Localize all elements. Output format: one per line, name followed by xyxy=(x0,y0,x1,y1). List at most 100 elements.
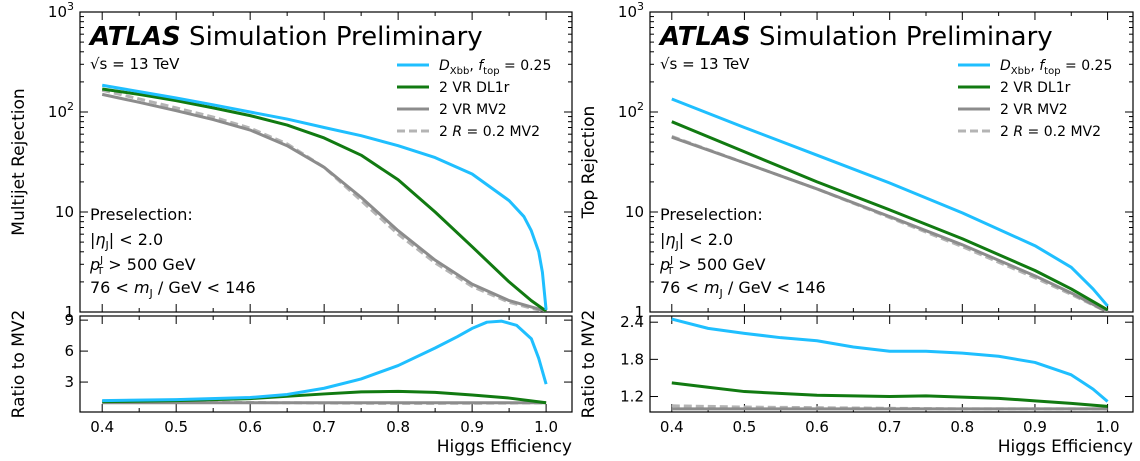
legend-entry: 2 R = 0.2 MV2 xyxy=(439,124,540,140)
eta-cut: | < 2.0 xyxy=(109,230,163,249)
mass-low: 76 < xyxy=(90,278,134,297)
legend-count: 2 xyxy=(1000,124,1013,140)
ratio-series-line xyxy=(672,383,1108,407)
comma: , xyxy=(469,58,478,74)
atlas-title: ATLAS Simulation Preliminary xyxy=(88,22,483,52)
ratio-series-group xyxy=(102,321,546,403)
annotation-mass: 76 < mJ / GeV < 146 xyxy=(90,278,256,300)
energy-label: √s = 13 TeV xyxy=(660,55,750,73)
legend-entry: 2 VR MV2 xyxy=(1000,102,1068,118)
ratio-tick-label: 1.8 xyxy=(620,350,644,368)
y-tick-label: 10 xyxy=(55,203,74,221)
status-label: Simulation Preliminary xyxy=(751,22,1053,52)
dxbb-symbol: D xyxy=(1000,58,1011,74)
y-tick-base: 10 xyxy=(618,103,637,121)
dxbb-subscript: Xbb xyxy=(1011,66,1031,77)
x-tick-label: 0.4 xyxy=(660,418,684,436)
energy-label: √s = 13 TeV xyxy=(90,55,180,73)
x-tick-label: 0.5 xyxy=(732,418,756,436)
y-tick-exponent: 2 xyxy=(67,100,74,113)
x-axis-label: Higgs Efficiency xyxy=(998,437,1133,457)
x-tick-label: 0.6 xyxy=(238,418,262,436)
x-tick-label: 0.9 xyxy=(460,418,484,436)
comma: , xyxy=(1030,58,1039,74)
ratio-series-line xyxy=(102,321,546,400)
legend-rest: = 0.2 MV2 xyxy=(1023,124,1101,140)
legend-entry: DXbb, ftop = 0.25 xyxy=(1000,58,1112,77)
left-panel-multijet: 0.4 0.5 0.6 0.7 0.8 0.9 1.0110102103369Multije… xyxy=(9,0,572,457)
x-tick-label: 0.8 xyxy=(950,418,974,436)
ftop-value: = 0.25 xyxy=(1061,58,1113,74)
ratio-series-line xyxy=(672,319,1108,401)
y-tick-label: 10 xyxy=(625,203,644,221)
ratio-tick-label: 9 xyxy=(64,311,74,329)
y-axis-label: Multijet Rejection xyxy=(9,88,29,235)
x-axis-label: Higgs Efficiency xyxy=(437,437,572,457)
dxbb-subscript: Xbb xyxy=(450,66,470,77)
x-tick-label: 1.0 xyxy=(1096,418,1120,436)
mass-symbol: m xyxy=(704,278,720,297)
ftop-subscript: top xyxy=(1044,66,1060,77)
series-line xyxy=(102,85,546,310)
legend-count: 2 xyxy=(439,124,452,140)
y-tick-base: 10 xyxy=(48,3,67,21)
ratio-y-axis-label: Ratio to MV2 xyxy=(9,310,29,419)
ratio-tick-label: 2.4 xyxy=(620,313,644,331)
annotation-pt: pJ T > 500 GeV xyxy=(89,255,196,277)
y-tick-exponent: 3 xyxy=(637,0,644,13)
mass-low: 76 < xyxy=(660,278,704,297)
ratio-tick-label: 3 xyxy=(64,373,74,391)
y-tick-label: 103 xyxy=(48,0,74,21)
legend-entry: DXbb, ftop = 0.25 xyxy=(439,58,551,77)
ftop-value: = 0.25 xyxy=(500,58,552,74)
eta-cut: | < 2.0 xyxy=(679,230,733,249)
eta-symbol: η xyxy=(665,230,675,249)
annotation-eta: |ηJ| < 2.0 xyxy=(90,230,163,252)
atlas-label: ATLAS xyxy=(88,22,181,52)
ftop-subscript: top xyxy=(483,66,499,77)
radius-symbol: R xyxy=(1013,124,1023,140)
mass-high: / GeV < 146 xyxy=(723,278,826,297)
mass-symbol: m xyxy=(134,278,150,297)
pt-cut: > 500 GeV xyxy=(673,255,765,274)
y-tick-label: 102 xyxy=(618,100,644,121)
mass-high: / GeV < 146 xyxy=(153,278,256,297)
annotation-preselection: Preselection: xyxy=(660,205,763,224)
annotation-eta: |ηJ| < 2.0 xyxy=(660,230,733,252)
pt-cut: > 500 GeV xyxy=(103,255,195,274)
status-label: Simulation Preliminary xyxy=(181,22,483,52)
legend-entry: 2 R = 0.2 MV2 xyxy=(1000,124,1101,140)
ratio-tick-label: 1.2 xyxy=(620,388,644,406)
radius-symbol: R xyxy=(452,124,462,140)
y-tick-base: 10 xyxy=(48,103,67,121)
y-tick-label: 103 xyxy=(618,0,644,21)
x-tick-label: 0.7 xyxy=(312,418,336,436)
legend-entry: 2 VR DL1r xyxy=(1000,80,1071,96)
legend-entry: 2 VR DL1r xyxy=(439,80,510,96)
legend-rest: = 0.2 MV2 xyxy=(462,124,540,140)
x-tick-label: 0.7 xyxy=(878,418,902,436)
x-tick-label: 0.5 xyxy=(164,418,188,436)
x-tick-label: 0.9 xyxy=(1023,418,1047,436)
ratio-y-axis-label: Ratio to MV2 xyxy=(579,310,599,419)
atlas-title: ATLAS Simulation Preliminary xyxy=(658,22,1053,52)
eta-symbol: η xyxy=(95,230,105,249)
x-tick-label: 0.8 xyxy=(386,418,410,436)
x-tick-label: 0.6 xyxy=(805,418,829,436)
y-axis-label: Top Rejection xyxy=(579,106,599,220)
atlas-label: ATLAS xyxy=(658,22,751,52)
legend-entry: 2 VR MV2 xyxy=(439,102,507,118)
dxbb-symbol: D xyxy=(439,58,450,74)
right-panel-top: 0.4 0.5 0.6 0.7 0.8 0.9 1.01101021031.21.82.4T… xyxy=(579,0,1133,457)
x-tick-label: 1.0 xyxy=(534,418,558,436)
y-tick-exponent: 2 xyxy=(637,100,644,113)
annotation-pt: pJ T > 500 GeV xyxy=(659,255,766,277)
annotation-preselection: Preselection: xyxy=(90,205,193,224)
y-tick-exponent: 3 xyxy=(67,0,74,13)
annotation-mass: 76 < mJ / GeV < 146 xyxy=(660,278,826,300)
y-tick-base: 10 xyxy=(618,3,637,21)
y-tick-label: 102 xyxy=(48,100,74,121)
ratio-series-group xyxy=(672,319,1108,409)
x-tick-label: 0.4 xyxy=(90,418,114,436)
